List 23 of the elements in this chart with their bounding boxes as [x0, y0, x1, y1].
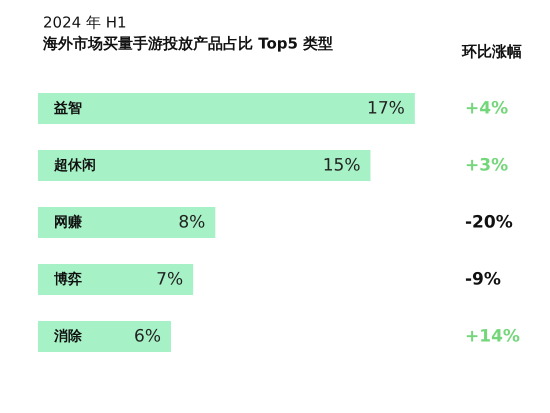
data-label: 8% — [178, 212, 206, 232]
y-tick-label: 博弈 — [53, 270, 82, 288]
text: -9% — [465, 270, 501, 290]
text: +4% — [465, 98, 508, 118]
text: +14% — [465, 326, 520, 346]
chart-subtitle: 海外市场买量手游投放产品占比 Top5 类型 — [42, 34, 334, 52]
bar — [38, 207, 216, 238]
data-label: 7% — [156, 270, 184, 290]
data-label: 6% — [134, 326, 161, 346]
data-label: 17% — [367, 98, 405, 118]
text: 环比涨幅 — [461, 42, 522, 60]
bar — [38, 93, 415, 124]
text: +3% — [465, 156, 508, 176]
y-tick-label: 益智 — [53, 100, 82, 116]
y-tick-label: 超休闲 — [53, 158, 96, 174]
text: -20% — [465, 212, 513, 232]
bar — [38, 321, 171, 352]
bar — [38, 150, 370, 181]
y-tick-label: 消除 — [53, 328, 83, 344]
data-label: 15% — [322, 156, 360, 176]
bar — [38, 264, 194, 295]
chart-title: 2024 年 H1 — [43, 14, 127, 32]
y-tick-label: 网赚 — [54, 214, 82, 230]
